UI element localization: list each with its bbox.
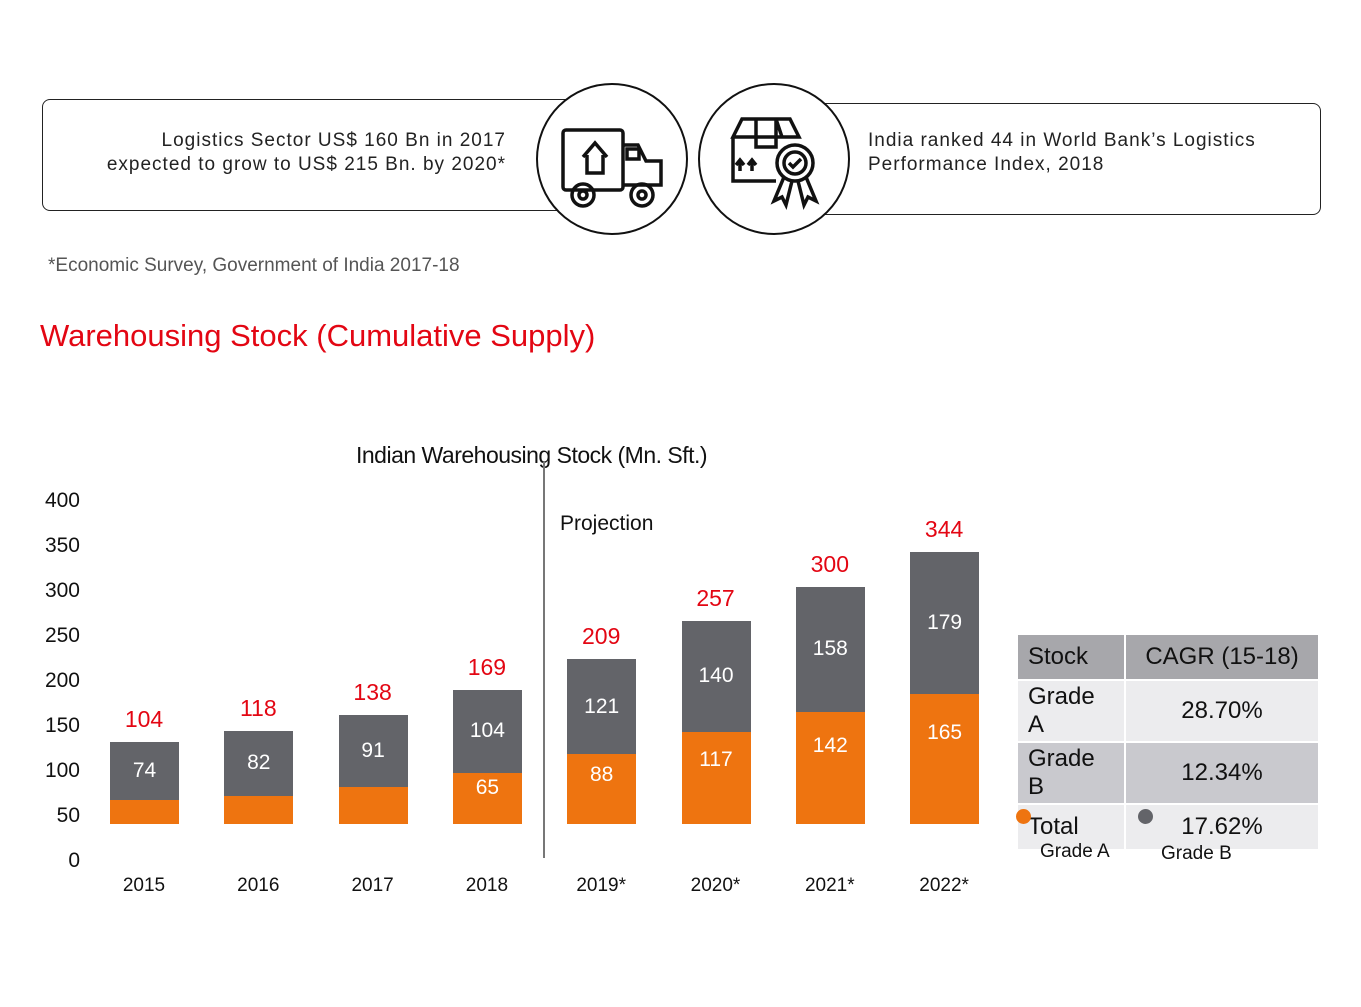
- bar-grade-a: 65: [452, 772, 522, 824]
- y-tick-label: 50: [56, 804, 80, 827]
- total-label: 300: [810, 551, 849, 577]
- legend-grade-a-marker: [1016, 809, 1031, 824]
- projection-divider: [543, 462, 545, 858]
- x-tick-label: 2022*: [919, 875, 969, 896]
- truck-icon: [536, 83, 688, 235]
- section-title: Warehousing Stock (Cumulative Supply): [40, 318, 596, 353]
- x-tick-label: 2020*: [690, 875, 741, 896]
- bar-grade-a: [338, 786, 408, 824]
- info-right-line2: Performance Index, 2018: [868, 154, 1105, 175]
- x-tick-label: 2021*: [804, 875, 855, 896]
- info-left-line1: Logistics Sector US$ 160 Bn in 2017: [161, 130, 506, 151]
- bar-grade-b: 104: [452, 690, 522, 773]
- certified-package-icon: [698, 83, 850, 235]
- x-tick-label: 2016: [237, 875, 280, 896]
- table-row: Grade A 28.70%: [1016, 679, 1320, 743]
- bar-grade-b: 91: [338, 714, 408, 787]
- info-box-left: [42, 99, 584, 211]
- y-tick-label: 300: [44, 579, 80, 602]
- bar-grade-b: 82: [224, 730, 294, 796]
- x-tick-label: 2017: [351, 875, 394, 896]
- total-label: 104: [124, 705, 164, 732]
- table-row: Total 17.62%: [1016, 803, 1320, 851]
- row-label: Grade A: [1016, 679, 1126, 743]
- total-label: 209: [582, 622, 621, 649]
- row-label: Total: [1016, 803, 1126, 851]
- table-header-row: Stock CAGR (15-18): [1016, 633, 1320, 681]
- table-row: Grade B 12.34%: [1016, 741, 1320, 805]
- legend-grade-b-marker: [1138, 809, 1153, 824]
- projection-label: Projection: [560, 512, 654, 535]
- row-value: 12.34%: [1124, 741, 1320, 805]
- x-tick-label: 2019*: [576, 875, 627, 896]
- total-label: 118: [239, 694, 277, 721]
- chart-title: Indian Warehousing Stock (Mn. Sft.): [356, 442, 708, 468]
- bar-grade-a: 88: [567, 754, 637, 824]
- x-tick-label: 2015: [122, 875, 166, 896]
- row-value: 28.70%: [1124, 679, 1320, 743]
- info-right-text: India ranked 44 in World Bank’s Logistic…: [868, 129, 1256, 177]
- y-tick-label: 250: [44, 624, 80, 647]
- total-label: 257: [696, 584, 735, 611]
- bar-grade-a: [224, 795, 294, 824]
- info-left-line2: expected to grow to US$ 215 Bn. by 2020*: [106, 154, 506, 175]
- bar-grade-a: 117: [681, 731, 751, 824]
- legend-grade-b: Grade B: [1161, 843, 1232, 864]
- header-stock: Stock: [1016, 633, 1126, 681]
- bar-grade-a: [110, 800, 179, 824]
- bar-grade-a: 165: [910, 693, 980, 824]
- y-tick-label: 0: [68, 849, 80, 872]
- y-tick-label: 350: [44, 534, 80, 557]
- y-tick-label: 150: [44, 714, 80, 737]
- footnote: *Economic Survey, Government of India 20…: [48, 255, 460, 276]
- x-tick-label: 2018: [465, 875, 509, 896]
- bar-grade-b: 74: [110, 741, 179, 801]
- row-value: 17.62%: [1124, 803, 1320, 851]
- total-label: 344: [924, 516, 964, 543]
- info-left-text: Logistics Sector US$ 160 Bn in 2017 expe…: [60, 129, 506, 177]
- bar-grade-b: 179: [910, 552, 980, 694]
- info-box-right: [790, 103, 1321, 215]
- total-label: 169: [467, 654, 507, 681]
- y-tick-label: 400: [44, 489, 80, 512]
- bar-grade-a: 142: [795, 711, 865, 824]
- row-label: Grade B: [1016, 741, 1126, 805]
- legend-grade-a: Grade A: [1040, 841, 1110, 862]
- total-label: 138: [353, 678, 392, 705]
- header-cagr: CAGR (15-18): [1124, 633, 1320, 681]
- bar-grade-b: 121: [567, 658, 637, 755]
- bar-grade-b: 140: [681, 620, 751, 732]
- y-tick-label: 200: [44, 669, 80, 692]
- y-tick-label: 100: [44, 759, 80, 782]
- bar-grade-b: 158: [795, 587, 865, 712]
- cagr-table: Stock CAGR (15-18) Grade A 28.70% Grade …: [1016, 633, 1320, 851]
- info-right-line1: India ranked 44 in World Bank’s Logistic…: [868, 130, 1256, 151]
